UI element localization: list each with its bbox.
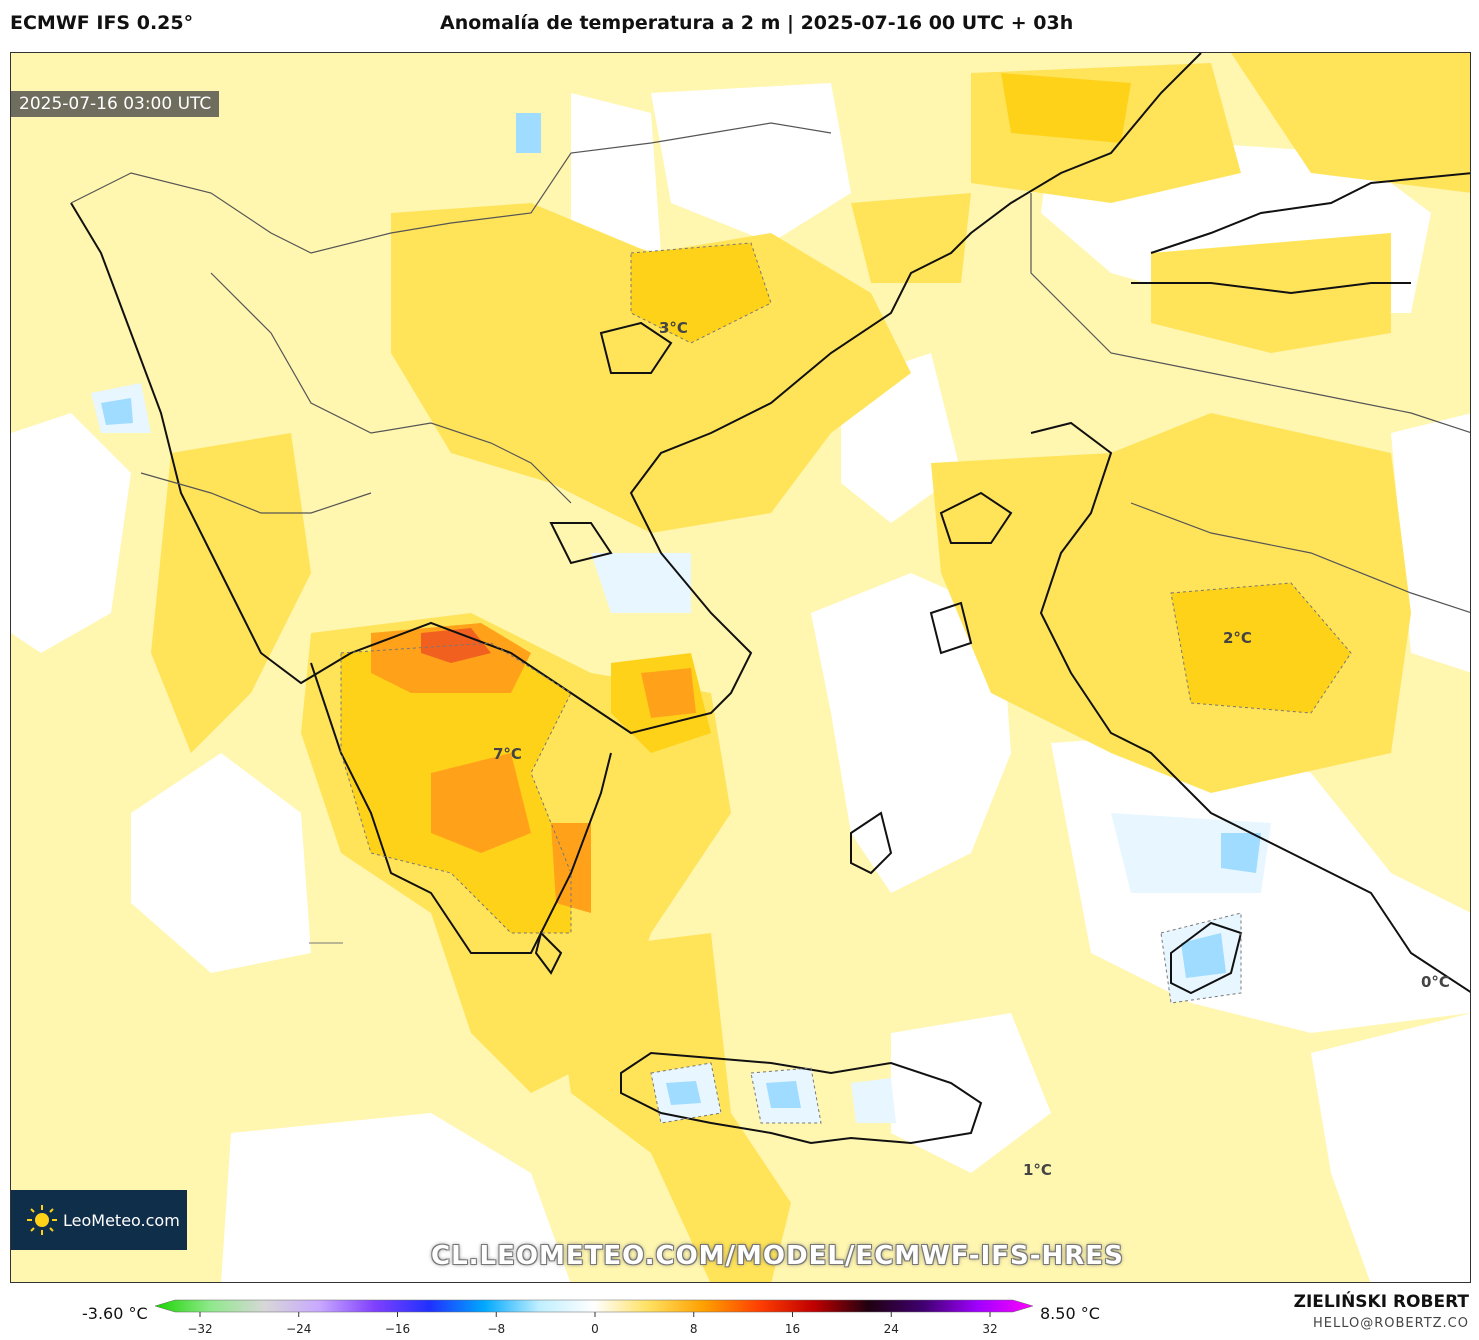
value-label-turkey: 2°C [1223, 629, 1252, 647]
colorbar-tick-label: 16 [785, 1322, 800, 1336]
zero-area-bulgaria [571, 93, 661, 253]
colorbar-tick-label: −32 [187, 1322, 212, 1336]
value-label-east: 0°C [1421, 973, 1450, 991]
colorbar-gradient [154, 1299, 1034, 1313]
zero-area-south-sea [221, 1113, 571, 1282]
zero-area-crete-south [891, 1013, 1051, 1173]
colorbar-tick-label: 8 [690, 1322, 698, 1336]
contour-lines [340, 242, 1352, 1124]
colorbar: -3.60 °C −32 −24 −16 −8 0 8 16 24 32 8.50 °C ZIE… [0, 1290, 1479, 1340]
cold-area-north [516, 113, 541, 153]
zero-area-turkey-se [1391, 413, 1470, 673]
map-frame: 2025-07-16 03:00 UTC 3°C 2°C 7°C 0°C 1°C… [10, 52, 1471, 1283]
zero-area-north-west [11, 413, 131, 653]
cool-area-crete-east [851, 1078, 896, 1123]
warm-area-north-east-corner [1231, 53, 1470, 193]
zero-area-central-aegean [811, 573, 1011, 893]
borders [70, 122, 1470, 613]
watermark-url: CL.LEOMETEO.COM/MODEL/ECMWF-IFS-HRES [431, 1241, 1124, 1271]
colorbar-tick-label: −16 [385, 1322, 410, 1336]
cold-area-crete-west [666, 1081, 701, 1105]
zero-area-west-sea [131, 753, 311, 973]
sun-icon [27, 1205, 57, 1235]
warm-area-north-greece [391, 203, 911, 533]
colorbar-tick-label: −24 [286, 1322, 311, 1336]
colorbar-scale: −32 −24 −16 −8 0 8 16 24 32 [154, 1299, 1034, 1336]
zero-area-south-east [1311, 1013, 1470, 1282]
cold-area-rhodes [1181, 933, 1226, 978]
hot-area-arcadia [431, 753, 531, 853]
colorbar-tick-label: −8 [487, 1322, 505, 1336]
colorbar-tick-label: 32 [982, 1322, 997, 1336]
colorbar-ticks: −32 −24 −16 −8 0 8 16 24 32 [187, 1312, 998, 1336]
anomaly-map [11, 53, 1470, 1282]
cold-area-north-west [101, 398, 133, 425]
logo-text: LeoMeteo.com [63, 1210, 180, 1230]
value-label-south: 1°C [1023, 1161, 1052, 1179]
coastlines [70, 53, 1470, 1145]
colorbar-tick-label: 0 [591, 1322, 599, 1336]
cold-area-dodecanese [1221, 833, 1261, 873]
value-label-north: 3°C [659, 319, 688, 337]
cold-area-crete-central [766, 1081, 801, 1108]
colorbar-tick-label: 24 [884, 1322, 899, 1336]
zero-area-north [651, 83, 851, 243]
cool-area-euboea [591, 553, 691, 613]
warm-area-marmara [1151, 233, 1391, 353]
warmer-area-turkey [1171, 583, 1351, 713]
leometeo-logo: LeoMeteo.com [11, 1190, 187, 1250]
valid-time-label: 2025-07-16 03:00 UTC [11, 91, 220, 117]
model-name: ECMWF IFS 0.25° [10, 12, 194, 34]
colorbar-min-label: -3.60 °C [82, 1304, 148, 1323]
colorbar-max-label: 8.50 °C [1040, 1304, 1100, 1323]
map-title: Anomalía de temperatura a 2 m | 2025-07-… [440, 12, 1074, 34]
author-name: ZIELIŃSKI ROBERT [1293, 1292, 1469, 1312]
value-label-peloponnese: 7°C [493, 745, 522, 763]
warmer-area-thessaly [631, 243, 771, 343]
warmer-area-north-east [1001, 73, 1131, 143]
hot-area-attica [641, 668, 696, 718]
warm-area-north-central [851, 193, 971, 283]
author-email: HELLO@ROBERTZ.CO [1312, 1316, 1469, 1331]
